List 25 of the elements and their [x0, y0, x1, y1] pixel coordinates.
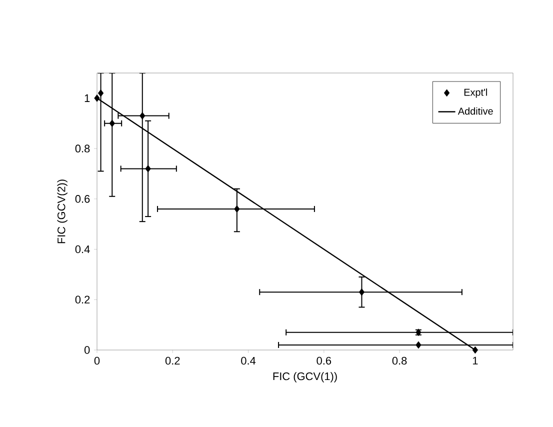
y-tick-label: 0: [84, 346, 90, 354]
legend-label: Expt'l: [464, 88, 487, 98]
point: [109, 120, 115, 128]
x-tick-label: 0.4: [241, 356, 256, 365]
point: [145, 164, 151, 172]
legend-label: Additive: [458, 107, 493, 115]
point: [94, 94, 100, 102]
x-tick-label: 1: [472, 356, 478, 364]
x-tick-label: 0.2: [165, 356, 180, 365]
point: [140, 112, 146, 120]
point: [98, 89, 104, 97]
point: [472, 346, 478, 354]
y-tick-label: 0.6: [75, 195, 90, 203]
point: [358, 288, 365, 296]
y-axis-title: FIC (GCV(2)): [57, 180, 68, 244]
y-tick-label: 0.2: [75, 296, 90, 304]
x-tick-label: 0.8: [392, 356, 407, 365]
y-tick-label: 1: [84, 94, 90, 102]
x-axis-title: FIC (GCV(1)): [273, 372, 337, 382]
y-tick-label: 0.8: [75, 144, 90, 152]
x-tick-label: 0.6: [316, 356, 332, 365]
y-tick-label: 0.4: [75, 245, 90, 254]
point: [234, 205, 240, 213]
point: [416, 341, 422, 349]
x-tick-label: 0: [94, 356, 100, 365]
